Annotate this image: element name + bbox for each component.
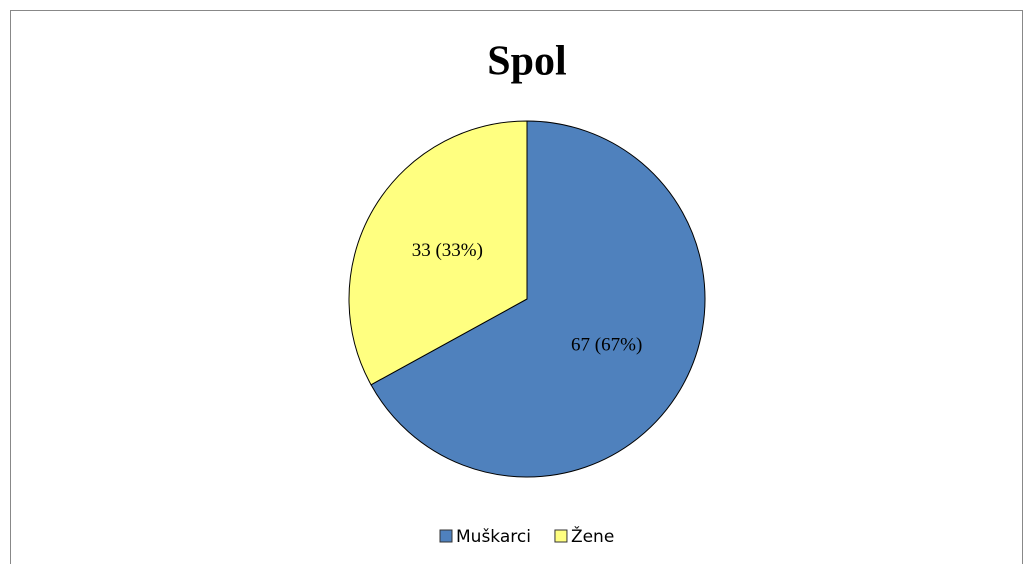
legend-label: Žene — [571, 525, 614, 547]
legend-swatch — [554, 529, 568, 543]
data-label: 67 (67%) — [571, 334, 642, 355]
chart-title: Spol — [487, 39, 566, 85]
data-label: 33 (33%) — [412, 240, 483, 261]
legend-swatch — [439, 529, 453, 543]
legend-label: Muškarci — [456, 527, 531, 547]
pie-slice — [370, 120, 706, 478]
pie-slice — [348, 120, 528, 386]
